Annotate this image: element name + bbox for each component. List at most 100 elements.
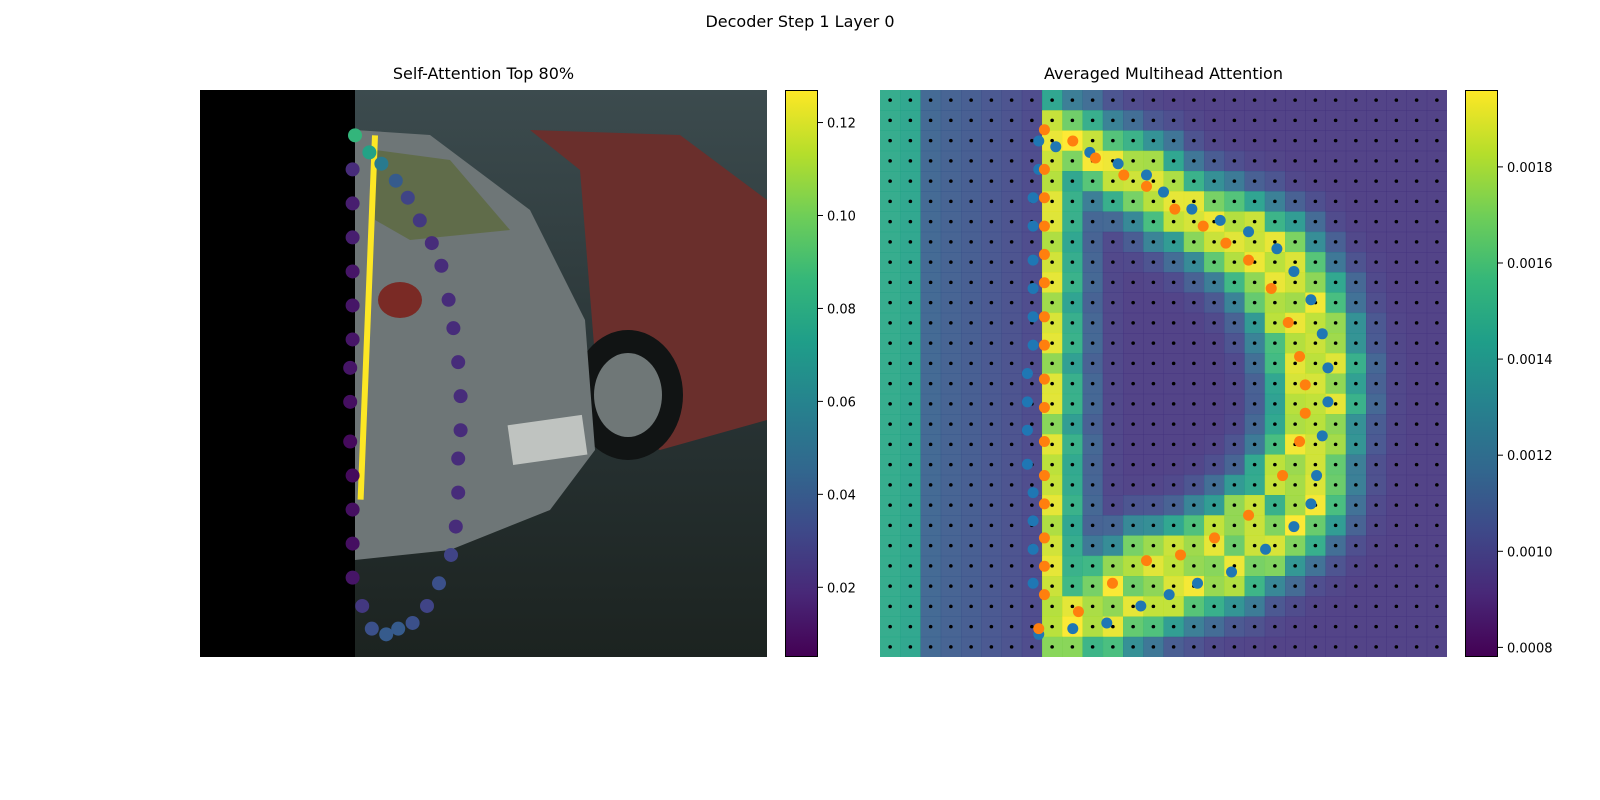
predicted-point-blue bbox=[1027, 339, 1039, 351]
reference-point bbox=[1313, 321, 1318, 325]
reference-point bbox=[1009, 98, 1014, 102]
reference-point bbox=[1050, 624, 1054, 629]
reference-point bbox=[908, 138, 913, 143]
reference-point bbox=[1435, 624, 1439, 629]
reference-point bbox=[969, 604, 973, 609]
reference-point bbox=[888, 138, 892, 143]
reference-point bbox=[1050, 604, 1054, 609]
reference-point bbox=[1435, 118, 1439, 123]
reference-point bbox=[1293, 645, 1297, 649]
reference-point bbox=[1009, 341, 1014, 345]
reference-point bbox=[1171, 604, 1176, 609]
reference-point bbox=[1009, 138, 1014, 143]
reference-point bbox=[949, 321, 953, 325]
reference-point bbox=[969, 402, 973, 406]
reference-point bbox=[989, 199, 994, 204]
predicted-point-blue bbox=[1050, 141, 1062, 153]
reference-point bbox=[989, 564, 994, 568]
reference-point bbox=[989, 483, 994, 487]
reference-point bbox=[1030, 604, 1034, 609]
reference-point bbox=[1009, 462, 1014, 467]
predicted-point-orange bbox=[1106, 577, 1118, 589]
reference-point bbox=[1232, 179, 1237, 183]
reference-point bbox=[1354, 199, 1358, 204]
reference-point bbox=[1151, 280, 1156, 285]
reference-point bbox=[1252, 199, 1257, 204]
predicted-point-orange bbox=[1038, 436, 1050, 448]
reference-point bbox=[1313, 422, 1318, 426]
reference-point bbox=[969, 543, 973, 548]
predicted-point-blue bbox=[1027, 220, 1039, 232]
reference-point bbox=[969, 280, 973, 285]
predicted-point-blue bbox=[1027, 515, 1039, 527]
reference-point bbox=[1030, 624, 1034, 629]
reference-point bbox=[989, 179, 994, 183]
reference-point bbox=[1293, 280, 1297, 285]
reference-point bbox=[1354, 604, 1358, 609]
reference-point bbox=[1374, 584, 1378, 588]
reference-point bbox=[1313, 604, 1318, 609]
reference-point bbox=[1414, 624, 1419, 629]
reference-point bbox=[1414, 584, 1419, 588]
reference-point bbox=[1070, 402, 1075, 406]
reference-point bbox=[908, 199, 913, 204]
left-colorbar-ticks: 0.02 0.04 0.06 0.08 0.10 0.12 bbox=[818, 117, 856, 596]
reference-point bbox=[1354, 402, 1358, 406]
reference-point bbox=[1030, 159, 1034, 163]
reference-point bbox=[1414, 564, 1419, 568]
reference-point bbox=[1414, 138, 1419, 143]
reference-point bbox=[1192, 138, 1196, 143]
predicted-point-blue bbox=[1027, 282, 1039, 294]
reference-point bbox=[1131, 300, 1135, 305]
reference-point bbox=[928, 442, 933, 447]
reference-point bbox=[928, 483, 933, 487]
reference-point bbox=[928, 98, 933, 102]
reference-point bbox=[1232, 543, 1237, 548]
reference-point bbox=[1273, 564, 1277, 568]
reference-point bbox=[1293, 402, 1297, 406]
reference-point bbox=[1394, 381, 1399, 386]
reference-point bbox=[928, 138, 933, 143]
reference-point bbox=[1131, 98, 1135, 102]
reference-point bbox=[888, 219, 892, 224]
reference-point bbox=[908, 159, 913, 163]
reference-point bbox=[1273, 584, 1277, 588]
reference-point bbox=[1151, 179, 1156, 183]
mask-region bbox=[200, 90, 355, 657]
reference-point bbox=[1131, 584, 1135, 588]
reference-point bbox=[928, 462, 933, 467]
right-colorbar bbox=[1465, 90, 1498, 657]
reference-point bbox=[989, 159, 994, 163]
reference-point bbox=[1151, 321, 1156, 325]
query-point-33 bbox=[345, 264, 360, 279]
reference-point bbox=[1232, 381, 1237, 386]
figure-title: Decoder Step 1 Layer 0 bbox=[705, 12, 895, 31]
reference-point bbox=[1151, 523, 1156, 528]
reference-point bbox=[1333, 138, 1338, 143]
reference-point bbox=[1252, 179, 1257, 183]
reference-point bbox=[1273, 240, 1277, 244]
reference-point bbox=[1374, 98, 1378, 102]
reference-point bbox=[908, 422, 913, 426]
reference-point bbox=[1394, 361, 1399, 366]
reference-point bbox=[1070, 604, 1075, 609]
reference-point bbox=[1333, 179, 1338, 183]
reference-point bbox=[1374, 118, 1378, 123]
reference-point bbox=[1273, 483, 1277, 487]
reference-point bbox=[1050, 645, 1054, 649]
reference-point bbox=[928, 280, 933, 285]
reference-point bbox=[1050, 564, 1054, 568]
reference-point bbox=[1313, 564, 1318, 568]
reference-point bbox=[1131, 240, 1135, 244]
reference-point bbox=[928, 118, 933, 123]
predicted-point-orange bbox=[1038, 560, 1050, 572]
reference-point bbox=[1070, 543, 1075, 548]
reference-point bbox=[1030, 98, 1034, 102]
reference-point bbox=[1212, 483, 1216, 487]
predicted-point-orange bbox=[1038, 589, 1050, 601]
reference-point bbox=[1374, 503, 1378, 507]
reference-point bbox=[1354, 179, 1358, 183]
reference-point bbox=[1252, 240, 1257, 244]
reference-point bbox=[1131, 321, 1135, 325]
reference-point bbox=[1050, 321, 1054, 325]
